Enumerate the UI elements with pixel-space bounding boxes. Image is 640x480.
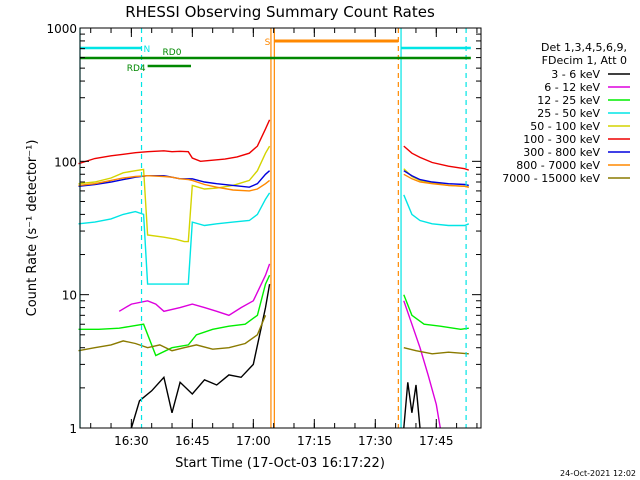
plot-area: N S RD0 RD4 1 10 100 1000 16:30 16:45 17:00 17:15 17…: [46, 22, 482, 448]
x-tick-label: 17:30: [358, 434, 393, 448]
series-line-1: [118, 263, 271, 317]
series-line-0-b: [403, 382, 421, 429]
series-line-7: [78, 174, 271, 192]
series-line-4: [78, 145, 271, 243]
series-line-0: [130, 283, 271, 429]
flag-label-0: N: [144, 45, 151, 55]
legend-entry-label: 12 - 25 keV: [537, 94, 600, 107]
legend-entry-label: 100 - 300 keV: [523, 133, 600, 146]
x-tick-label: 16:30: [114, 434, 149, 448]
series-line-2: [78, 274, 271, 357]
y-tick-label: 10: [62, 289, 77, 303]
series-line-1-b: [403, 300, 441, 429]
x-tick-label: 17:45: [419, 434, 454, 448]
chart-title: RHESSI Observing Summary Count Rates: [125, 3, 435, 21]
legend-entry-label: 300 - 800 keV: [523, 146, 600, 159]
series-line-5-b: [403, 145, 470, 171]
legend-entry-label: 7000 - 15000 keV: [502, 172, 600, 185]
series-line-2-b: [403, 294, 469, 331]
series-line-3: [78, 192, 271, 285]
series-line-8: [78, 315, 267, 352]
series-line-3-b: [403, 194, 470, 227]
footer-timestamp: 24-Oct-2021 12:02: [560, 469, 636, 478]
y-tick-label: 100: [54, 155, 77, 169]
x-tick-label: 17:15: [297, 434, 332, 448]
plot-frame: [79, 27, 482, 429]
x-axis-label: Start Time (17-Oct-03 16:17:22): [175, 456, 385, 471]
y-tick-label: 1000: [46, 22, 77, 36]
series-line-5: [78, 119, 271, 165]
legend-entry-label: 25 - 50 keV: [537, 107, 600, 120]
flag-label-3: RD4: [127, 64, 146, 74]
legend-entry-label: 6 - 12 keV: [544, 81, 600, 94]
legend: Det 1,3,4,5,6,9,FDecim 1, Att 03 - 6 keV…: [502, 41, 630, 185]
legend-header-line: Det 1,3,4,5,6,9,: [541, 41, 627, 54]
legend-header-line: FDecim 1, Att 0: [542, 54, 627, 67]
y-tick-label: 1: [69, 422, 77, 436]
x-tick-label: 16:45: [175, 434, 210, 448]
series-line-6-b: [403, 170, 469, 187]
y-axis-label: Count Rate (s⁻¹ detector⁻¹): [25, 140, 40, 317]
legend-entry-label: 800 - 7000 keV: [516, 159, 600, 172]
x-tick-label: 17:00: [236, 434, 271, 448]
flag-label-1: S: [265, 38, 271, 48]
legend-entry-label: 3 - 6 keV: [551, 68, 600, 81]
series-line-8-b: [403, 347, 469, 355]
series-line-7-b: [403, 173, 469, 188]
flag-label-2: RD0: [163, 48, 182, 58]
legend-entry-label: 50 - 100 keV: [530, 120, 600, 133]
